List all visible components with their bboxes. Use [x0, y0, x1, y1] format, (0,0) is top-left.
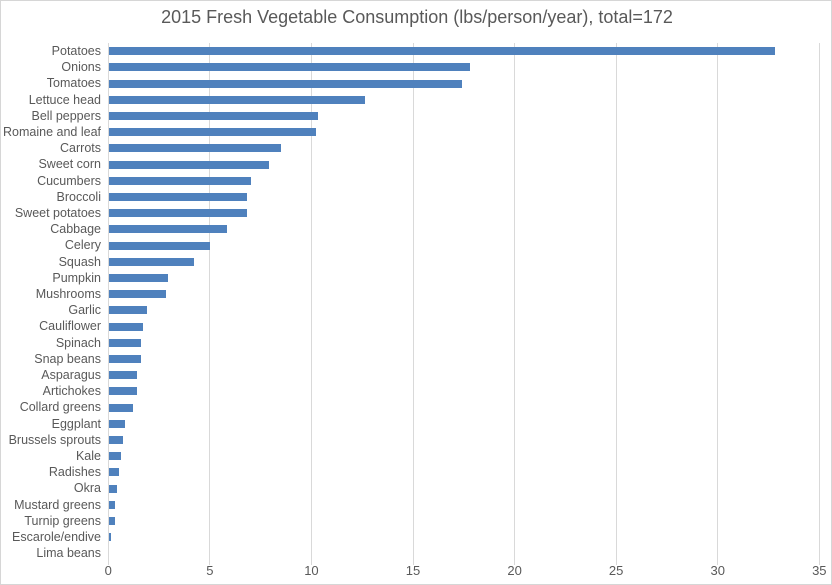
category-label: Kale: [75, 449, 101, 463]
x-tick-label: 0: [104, 563, 112, 578]
bar: [108, 111, 319, 120]
category-label: Sweet potatoes: [14, 206, 101, 220]
gridline: [615, 43, 617, 566]
bar: [108, 160, 270, 169]
bar: [108, 209, 247, 218]
bar: [108, 95, 365, 104]
category-label: Carrots: [60, 141, 101, 156]
bar: [108, 79, 463, 88]
bar: [108, 500, 115, 509]
category-label: Cauliflower: [39, 319, 101, 334]
bar: [108, 516, 115, 525]
category-label: Eggplant: [51, 416, 101, 431]
bar: [108, 290, 166, 299]
gridline: [818, 43, 820, 566]
bar: [108, 533, 111, 542]
category-label: Garlic: [68, 303, 101, 318]
x-tick-label: 15: [405, 563, 421, 578]
x-tick-label: 20: [507, 563, 522, 578]
bar: [108, 338, 142, 347]
category-label: Cucumbers: [37, 173, 101, 188]
x-tick-label: 35: [812, 563, 827, 578]
bar: [108, 225, 227, 234]
bar: [108, 354, 142, 363]
gridline: [717, 43, 719, 566]
bar: [108, 176, 251, 185]
bar: [108, 273, 168, 282]
chart-title: 2015 Fresh Vegetable Consumption (lbs/pe…: [161, 7, 673, 27]
bar: [108, 435, 124, 444]
gridline: [514, 43, 516, 566]
category-label: Onions: [61, 60, 101, 75]
category-label: Brussels sprouts: [8, 432, 101, 447]
gridline: [310, 43, 312, 566]
bar: [108, 47, 776, 56]
bar: [108, 63, 471, 72]
category-label: Bell peppers: [31, 108, 102, 123]
category-label: Celery: [64, 238, 101, 253]
bar: [108, 192, 247, 201]
gridline: [209, 43, 211, 566]
category-label: Escarole/endive: [12, 530, 101, 544]
bar: [108, 452, 121, 461]
bar: [108, 371, 138, 380]
category-label: Radishes: [48, 465, 101, 480]
category-label: Potatoes: [51, 44, 101, 58]
bar: [108, 241, 211, 250]
category-label: Lettuce head: [28, 92, 101, 107]
category-label: Pumpkin: [52, 270, 101, 285]
bar: [108, 484, 117, 493]
x-tick-label: 25: [608, 563, 624, 578]
category-label: Okra: [73, 481, 101, 496]
category-label: Collard greens: [19, 400, 101, 415]
bar: [108, 403, 134, 412]
category-label: Spinach: [55, 335, 101, 350]
category-label: Tomatoes: [46, 76, 101, 91]
category-label: Romaine and leaf: [3, 125, 101, 139]
category-label: Broccoli: [56, 189, 101, 204]
category-label: Mushrooms: [35, 287, 101, 301]
category-label: Asparagus: [41, 368, 101, 382]
category-label: Sweet corn: [38, 157, 101, 172]
category-label: Snap beans: [34, 351, 101, 366]
category-label: Cabbage: [50, 222, 101, 237]
category-label: Lima beans: [36, 546, 101, 561]
bar: [108, 306, 148, 315]
category-label: Mustard greens: [14, 497, 101, 512]
bar: [108, 419, 126, 428]
bar: [108, 468, 119, 477]
x-tick-label: 30: [710, 563, 725, 578]
bar: [108, 387, 138, 396]
gridline: [412, 43, 414, 566]
category-label: Squash: [58, 254, 101, 269]
bar: [108, 144, 282, 153]
bar: [108, 128, 316, 137]
x-tick-label: 5: [206, 563, 214, 578]
gridline: [107, 43, 109, 566]
category-label: Artichokes: [42, 384, 101, 399]
x-tick-label: 10: [304, 563, 319, 578]
bar: [108, 257, 195, 266]
bar: [108, 322, 144, 331]
category-label: Turnip greens: [24, 513, 101, 528]
